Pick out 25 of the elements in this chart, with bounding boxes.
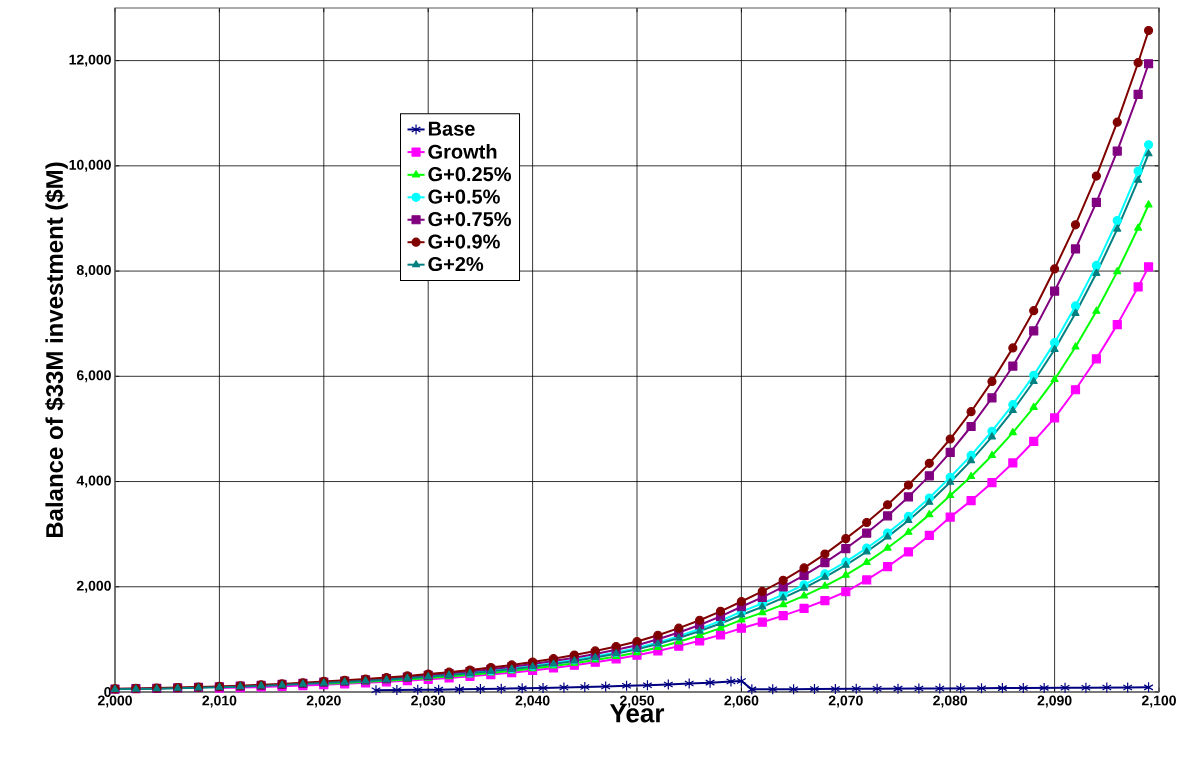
x-tick-label: 2,040: [515, 695, 550, 708]
y-tick-label: 6,000: [76, 370, 111, 383]
y-axis-title: Balance of $33M investment ($M): [44, 162, 68, 538]
x-tick-label: 2,010: [202, 695, 237, 708]
x-tick-label: 2,060: [724, 695, 759, 708]
y-tick-label: 10,000: [69, 159, 111, 172]
x-tick-label: 2,000: [97, 695, 132, 708]
x-tick-label: 2,090: [1037, 695, 1072, 708]
y-tick-label: 0: [104, 687, 111, 697]
legend-label: Growth: [428, 144, 497, 159]
x-tick-label: 2,030: [411, 695, 446, 708]
y-tick-label: 2,000: [76, 580, 111, 593]
legend-label: Base: [428, 121, 475, 136]
legend-label: G+0.75%: [428, 212, 511, 227]
x-tick-label: 2,080: [933, 695, 968, 708]
y-tick-label: 4,000: [76, 475, 111, 488]
x-tick-label: 2,070: [828, 695, 863, 708]
legend-label: G+0.9%: [428, 234, 500, 249]
legend-label: G+0.25%: [428, 167, 511, 182]
x-tick-label: 2,100: [1141, 695, 1176, 708]
y-tick-label: 8,000: [76, 265, 111, 278]
legend-label: G+0.5%: [428, 189, 500, 204]
y-tick-label: 12,000: [69, 54, 111, 67]
legend-label: G+2%: [428, 256, 484, 272]
x-tick-label: 2,020: [306, 695, 341, 708]
